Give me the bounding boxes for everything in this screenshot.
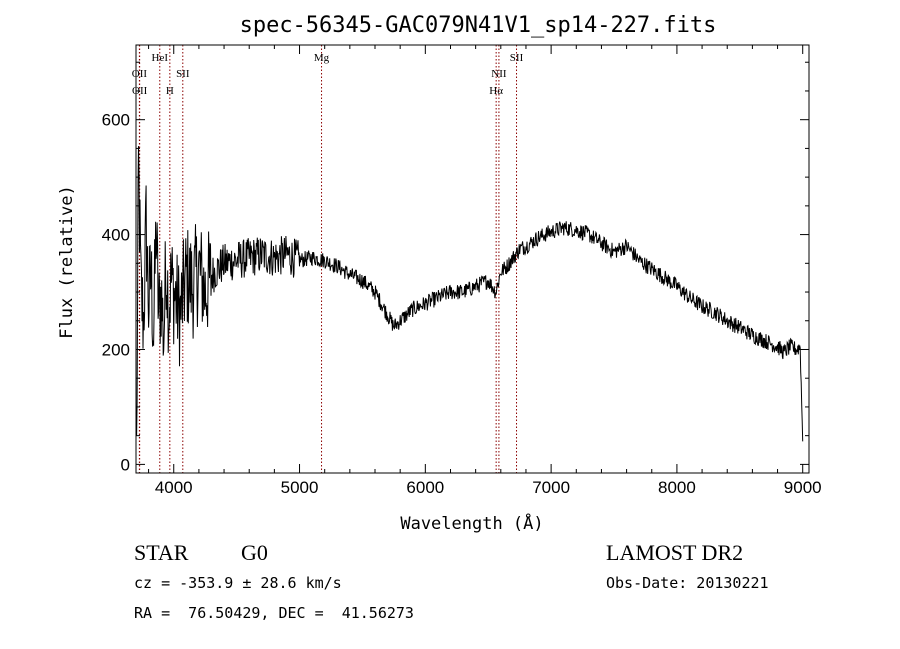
spectral-line-label: SII [176, 68, 190, 80]
spectral-line-label: HeI [152, 52, 169, 64]
survey-name: LAMOST DR2 [606, 540, 744, 565]
y-tick-label: 600 [102, 111, 130, 130]
redshift-cz: cz = -353.9 ± 28.6 km/s [134, 574, 342, 592]
x-tick-label: 6000 [406, 478, 444, 497]
spectral-line-label: Mg [314, 52, 330, 64]
coordinates: RA = 76.50429, DEC = 41.56273 [134, 604, 414, 622]
x-tick-label: 4000 [155, 478, 193, 497]
object-subclass: G0 [241, 540, 268, 565]
y-tick-label: 0 [121, 455, 130, 474]
axis-ticks: 4000 5000 6000 7000 8000 9000 0 200 400 600 [102, 45, 822, 497]
y-tick-label: 400 [102, 226, 130, 245]
object-class: STAR [134, 540, 189, 565]
x-tick-label: 5000 [281, 478, 319, 497]
x-axis-label: Wavelength (Å) [400, 512, 543, 534]
observation-date: Obs-Date: 20130221 [606, 574, 769, 592]
x-tick-label: 8000 [658, 478, 696, 497]
chart-title: spec-56345-GAC079N41V1_sp14-227.fits [240, 13, 717, 38]
spectral-line-label: NII [491, 68, 507, 80]
y-axis-label: Flux (relative) [57, 185, 77, 339]
spectrum-line [136, 146, 804, 442]
plot-frame [135, 44, 810, 474]
spectral-line-label: SII [510, 52, 524, 64]
spectrum-series [136, 146, 804, 442]
x-tick-label: 9000 [784, 478, 822, 497]
y-tick-label: 200 [102, 340, 130, 359]
spectral-line-label: Hα [489, 85, 503, 97]
x-tick-label: 7000 [532, 478, 570, 497]
spectral-line-label: H [166, 85, 174, 97]
